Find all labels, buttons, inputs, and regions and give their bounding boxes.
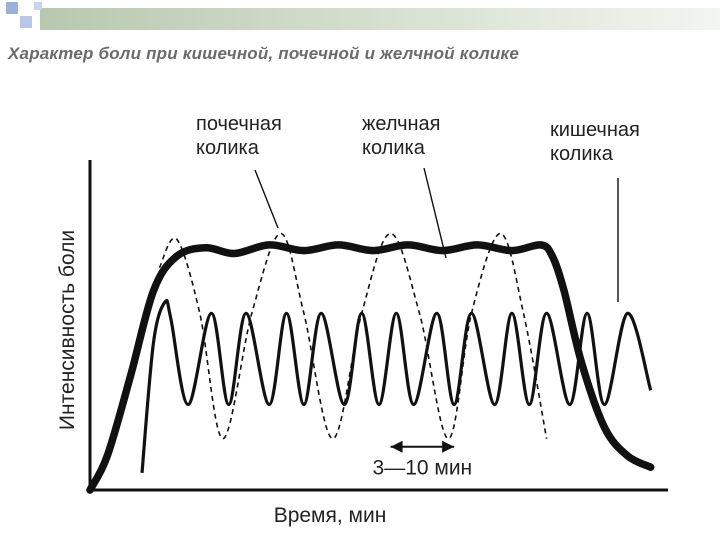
slide-title: Характер боли при кишечной, почечной и ж… [8, 44, 519, 63]
label-intestinal-colic-line2: колика [550, 143, 614, 165]
period-annotation-label: 3—10 мин [373, 457, 473, 480]
period-arrow-head-right [442, 440, 455, 453]
label-biliary-colic-line1: желчная [362, 113, 441, 135]
period-arrow-head-left [390, 440, 403, 453]
label-biliary-colic-line2: колика [362, 137, 426, 159]
label-renal-colic-line2: колика [196, 137, 260, 159]
decor-square-3 [34, 2, 42, 10]
series-layer [86, 232, 655, 494]
y-axis-label: Интенсивность боли [56, 230, 79, 430]
axes [88, 160, 668, 492]
label-renal-colic-line1: почечная [196, 113, 282, 135]
title-gradient-band [40, 8, 720, 30]
series-intestinal-colic [140, 298, 653, 474]
series-biliary-colic [86, 241, 655, 494]
title-decoration [0, 0, 720, 38]
label-biliary-colic-leader [423, 167, 447, 259]
x-axis-label: Время, мин [274, 504, 387, 527]
decor-square-2 [20, 16, 32, 28]
label-intestinal-colic-line1: кишечная [550, 119, 640, 141]
decor-square-1 [6, 2, 18, 14]
series-renal-colic [158, 232, 548, 440]
label-renal-colic-leader [254, 169, 279, 229]
labels-layer: почечнаяколикажелчнаяколикакишечнаяколик… [196, 113, 640, 480]
